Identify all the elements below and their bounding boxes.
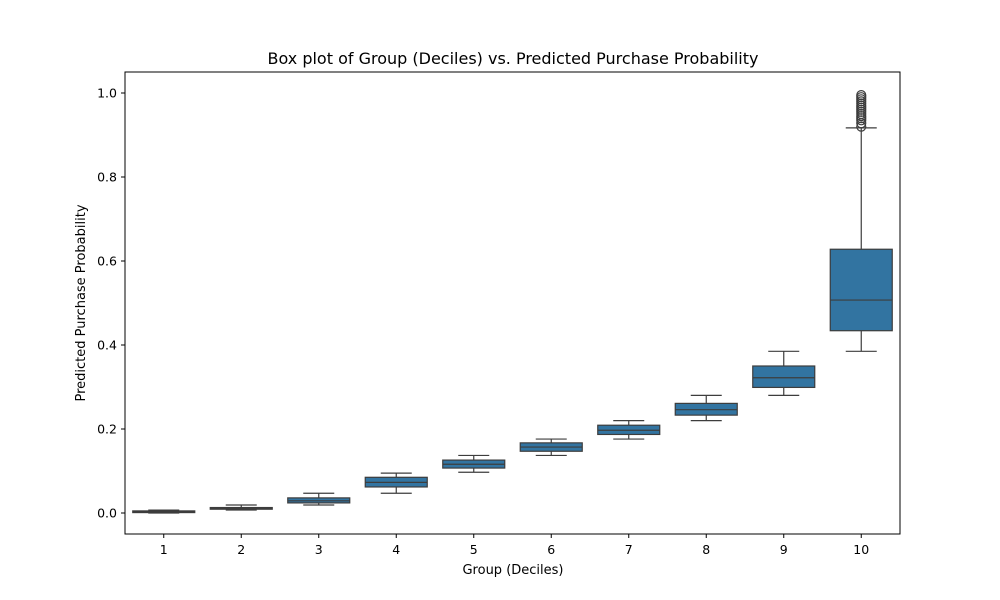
- y-tick-label: 1.0: [97, 86, 117, 101]
- boxes-layer: [132, 89, 893, 514]
- y-tick-label: 0.6: [97, 254, 117, 269]
- y-tick-label: 0.0: [97, 506, 117, 521]
- box-group-decile-4: [364, 472, 428, 494]
- x-tick-label: 3: [315, 542, 323, 557]
- outlier-point: [856, 89, 867, 101]
- y-axis-label: Predicted Purchase Probability: [74, 204, 89, 401]
- x-tick-label: 5: [470, 542, 478, 557]
- x-tick-label: 1: [160, 542, 168, 557]
- box-group-decile-1: [132, 509, 196, 514]
- plot-frame: [124, 71, 901, 535]
- box-group-decile-2: [209, 504, 273, 511]
- x-tick-label: 2: [237, 542, 245, 557]
- x-tick-label: 4: [392, 542, 400, 557]
- box-iqr: [752, 365, 816, 389]
- box-group-decile-3: [287, 492, 351, 506]
- y-tick-label: 0.4: [97, 338, 117, 353]
- x-tick-label: 8: [702, 542, 710, 557]
- x-tick-label: 7: [625, 542, 633, 557]
- x-tick-label: 9: [780, 542, 788, 557]
- x-tick-label: 10: [853, 542, 869, 557]
- box-iqr: [829, 248, 893, 332]
- box-group-decile-10: [829, 89, 893, 352]
- x-tick-label: 6: [547, 542, 555, 557]
- y-axis: 0.0 0.2 0.4 0.6 0.8 1.0: [97, 86, 125, 521]
- box-group-decile-8: [674, 394, 738, 422]
- chart-title: Box plot of Group (Deciles) vs. Predicte…: [268, 49, 759, 68]
- box-group-decile-9: [752, 350, 816, 396]
- x-axis: 1 2 3 4 5 6 7 8 9 10: [160, 534, 869, 557]
- box-group-decile-5: [442, 454, 506, 473]
- x-axis-label: Group (Deciles): [462, 563, 563, 578]
- y-tick-label: 0.8: [97, 170, 117, 185]
- box-group-decile-6: [519, 438, 583, 457]
- box-group-decile-7: [597, 420, 661, 440]
- y-tick-label: 0.2: [97, 422, 117, 437]
